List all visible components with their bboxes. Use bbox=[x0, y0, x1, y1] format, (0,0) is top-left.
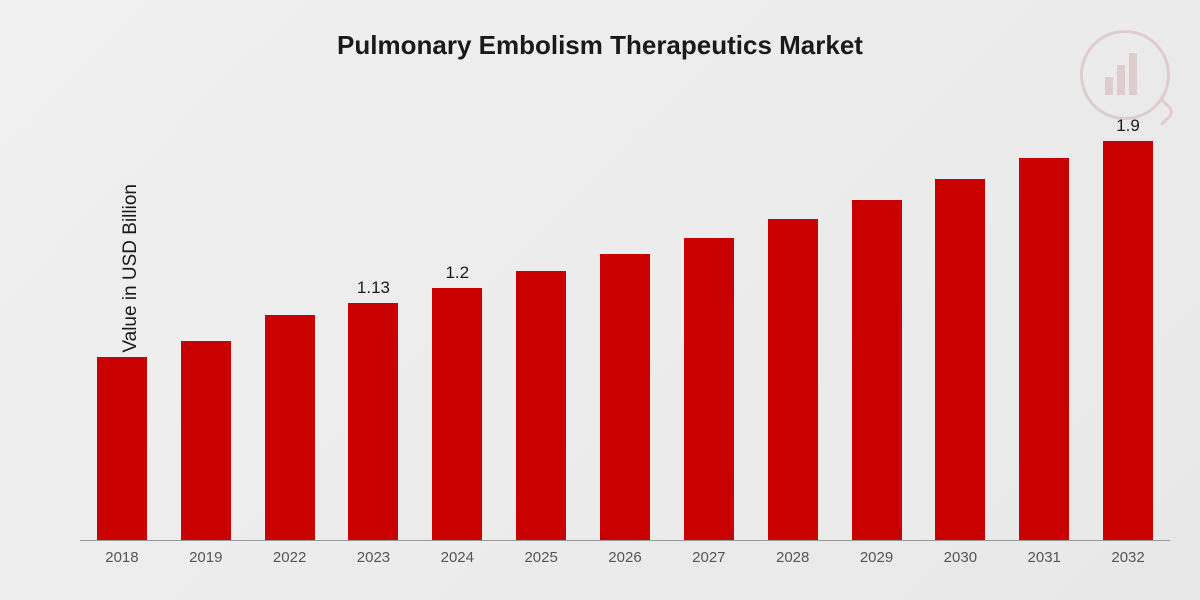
x-axis-labels: 2018 2019 2022 2023 2024 2025 2026 2027 2028 2029… bbox=[80, 541, 1170, 566]
bar bbox=[348, 303, 398, 540]
bar bbox=[516, 271, 566, 540]
watermark-bars-icon bbox=[1105, 53, 1137, 95]
x-axis-category-label: 2018 bbox=[105, 549, 138, 566]
bar-group bbox=[684, 120, 734, 540]
x-axis-category-label: 2019 bbox=[189, 549, 222, 566]
bar-value-label: 1.2 bbox=[445, 263, 469, 283]
bar bbox=[265, 315, 315, 540]
x-axis-category-label: 2024 bbox=[441, 549, 474, 566]
bar-group: 1.2 bbox=[432, 120, 482, 540]
bar-group bbox=[935, 120, 985, 540]
bar bbox=[600, 254, 650, 540]
bar bbox=[432, 288, 482, 540]
bar-group bbox=[97, 120, 147, 540]
bar-group: 1.9 bbox=[1103, 120, 1153, 540]
bar-group bbox=[852, 120, 902, 540]
bar bbox=[1103, 141, 1153, 540]
bar bbox=[935, 179, 985, 540]
chart-container: Pulmonary Embolism Therapeutics Market M… bbox=[0, 0, 1200, 600]
watermark-circle-icon bbox=[1080, 30, 1170, 120]
x-axis-category-label: 2029 bbox=[860, 549, 893, 566]
bar bbox=[1019, 158, 1069, 540]
bar bbox=[768, 219, 818, 540]
watermark-logo bbox=[1080, 30, 1170, 120]
bar-group: 1.13 bbox=[348, 120, 398, 540]
bar-group bbox=[516, 120, 566, 540]
bar bbox=[684, 238, 734, 540]
x-axis: 2018 2019 2022 2023 2024 2025 2026 2027 2028 2029… bbox=[80, 540, 1170, 600]
bar bbox=[181, 341, 231, 541]
bar-value-label: 1.9 bbox=[1116, 116, 1140, 136]
chart-title: Pulmonary Embolism Therapeutics Market bbox=[337, 30, 863, 61]
bar-value-label: 1.13 bbox=[357, 278, 390, 298]
x-axis-category-label: 2032 bbox=[1111, 549, 1144, 566]
bar-group bbox=[768, 120, 818, 540]
x-axis-category-label: 2023 bbox=[357, 549, 390, 566]
x-axis-category-label: 2027 bbox=[692, 549, 725, 566]
bar bbox=[97, 357, 147, 540]
x-axis-category-label: 2028 bbox=[776, 549, 809, 566]
plot-area: 1.13 1.2 1.9 bbox=[80, 120, 1170, 540]
bar-group bbox=[600, 120, 650, 540]
bar-group bbox=[265, 120, 315, 540]
x-axis-category-label: 2022 bbox=[273, 549, 306, 566]
x-axis-category-label: 2030 bbox=[944, 549, 977, 566]
x-axis-category-label: 2031 bbox=[1028, 549, 1061, 566]
x-axis-category-label: 2026 bbox=[608, 549, 641, 566]
bar-group bbox=[181, 120, 231, 540]
bars-container: 1.13 1.2 1.9 bbox=[80, 120, 1170, 540]
x-axis-category-label: 2025 bbox=[524, 549, 557, 566]
bar bbox=[852, 200, 902, 540]
bar-group bbox=[1019, 120, 1069, 540]
